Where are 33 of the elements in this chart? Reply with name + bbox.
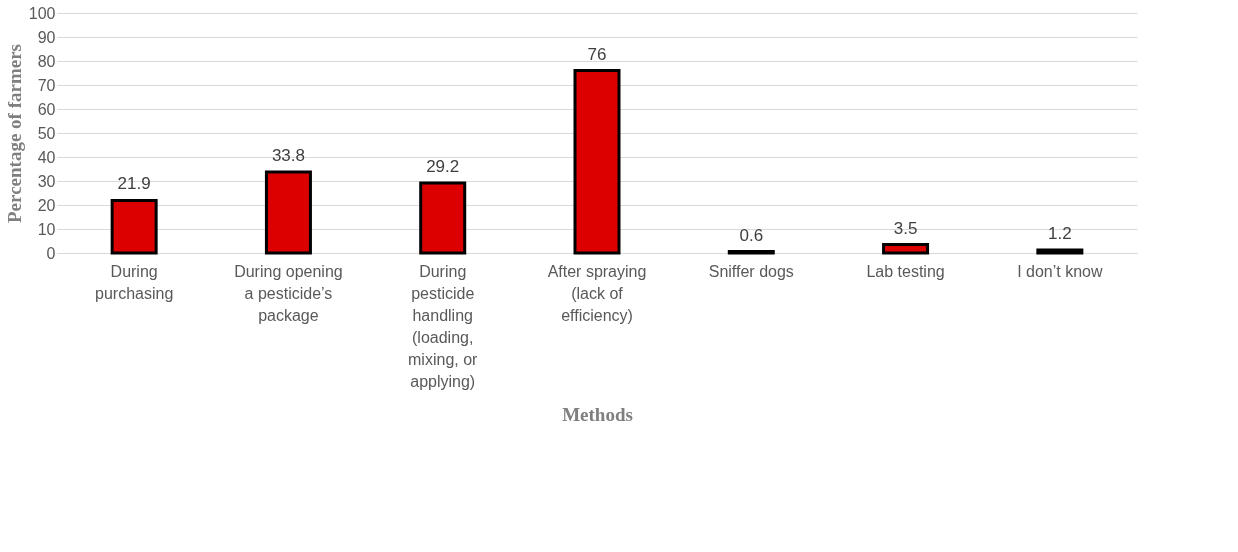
data-label: 29.2 xyxy=(426,156,460,176)
y-tick-label: 80 xyxy=(37,52,56,70)
y-tick-label: 40 xyxy=(37,148,56,166)
data-label: 3.5 xyxy=(893,218,918,238)
y-tick-label: 70 xyxy=(37,76,56,94)
y-tick-label: 100 xyxy=(28,4,56,22)
y-tick-label: 30 xyxy=(37,172,56,190)
y-axis-title: Percentage of farmers xyxy=(3,44,25,223)
x-tick-label: During opening a pesticide’s package xyxy=(234,262,343,324)
bar xyxy=(573,69,621,255)
x-tick-label: During pesticide handling (loading, mixing, or applying) xyxy=(408,262,479,390)
bar xyxy=(110,198,158,255)
y-tick-label: 10 xyxy=(37,220,56,238)
data-label: 33.8 xyxy=(271,145,305,165)
data-label: 0.6 xyxy=(739,225,764,245)
y-tick-label: 20 xyxy=(37,196,56,214)
data-label: 21.9 xyxy=(117,174,151,194)
y-tick-label: 50 xyxy=(37,124,56,142)
data-label: 76 xyxy=(587,44,607,64)
x-tick-label: After spraying (lack of efficiency) xyxy=(547,262,647,324)
y-tick-label: 90 xyxy=(37,28,56,46)
bar xyxy=(882,243,930,255)
x-tick-label: During purchasing xyxy=(95,262,174,302)
bar xyxy=(1036,248,1084,255)
x-tick-label: Sniffer dogs xyxy=(708,262,794,280)
bar xyxy=(419,181,467,255)
data-label: 1.2 xyxy=(1048,224,1072,244)
bar xyxy=(264,170,312,255)
x-tick-label: I don’t know xyxy=(1017,262,1103,280)
x-axis-title: Methods xyxy=(562,403,633,425)
y-tick-label: 0 xyxy=(46,244,56,262)
x-tick-label: Lab testing xyxy=(866,262,945,280)
y-tick-label: 60 xyxy=(37,100,56,118)
